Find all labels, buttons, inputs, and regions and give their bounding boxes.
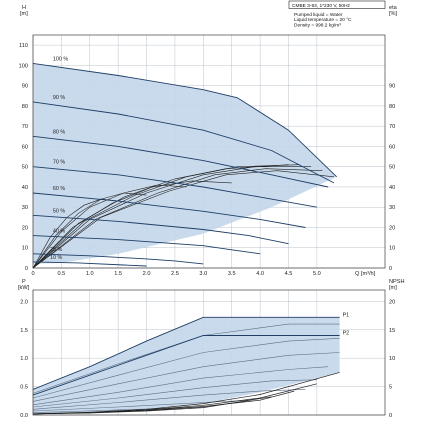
x-tick-label: 4.5 [285,271,293,277]
y-axis-unit: [kW] [18,285,30,291]
y-tick-label: 70 [22,124,28,130]
y2-axis-unit: [%] [389,11,398,17]
power-curve [32,399,249,412]
curve-label: 70 % [53,160,65,166]
y2-axis-title: NPSH [389,279,405,285]
x-tick-label: 3.0 [199,271,207,277]
curve-label: 40 % [53,229,65,235]
y2-tick-label: 50 [389,165,395,171]
efficiency-curve [32,180,232,269]
y-tick-label: 1.0 [20,356,28,362]
y-axis-title: P [22,279,26,285]
y2-tick-label: 40 [389,185,395,191]
y2-tick-label: 15 [389,328,395,334]
y2-tick-label: 90 [389,84,395,90]
x-tick-label: 3.5 [228,271,236,277]
y-tick-label: 0.5 [20,385,28,391]
head-curve [32,192,306,228]
head-curve [32,62,338,178]
head-curve [32,135,329,188]
y-tick-label: 60 [22,144,28,150]
y2-tick-label: 0 [389,413,392,419]
y-axis-unit: [m] [20,11,28,17]
y2-tick-label: 60 [389,144,395,150]
x-tick-label: 2.5 [171,271,179,277]
x-tick-label: 1.5 [114,271,122,277]
info-title-box [288,0,386,9]
head-curve [32,101,335,184]
y-tick-label: 40 [22,185,28,191]
efficiency-curve [32,168,323,269]
npsh-curve [32,396,272,415]
efficiency-curve [32,170,334,269]
y-tick-label: 30 [22,205,28,211]
y2-tick-label: 5 [389,385,392,391]
y-tick-label: 20 [22,225,28,231]
y-tick-label: 1.5 [20,328,28,334]
power-range-band [33,317,340,414]
power-series-curve [32,316,340,390]
curve-label: 80 % [53,129,65,135]
curve-label: 100 % [53,56,68,62]
efficiency-curve [32,166,312,269]
y2-tick-label: 20 [389,225,395,231]
y-tick-label: 50 [22,165,28,171]
y2-tick-label: 10 [389,246,395,252]
info-line: Pumped liquid = Water [294,12,343,18]
y-tick-label: 10 [22,246,28,252]
efficiency-curve [32,192,147,269]
power-curve [32,338,340,399]
y2-tick-label: 70 [389,124,395,130]
y-tick-label: 0 [25,266,28,272]
curve-label: 10 % [50,255,62,261]
power-curve [32,379,317,408]
y-tick-label: 110 [19,43,28,49]
head-curve [32,235,261,255]
head-curve [32,261,147,267]
y-tick-label: 0.0 [20,413,28,419]
curve-label: 90 % [53,95,65,101]
y-tick-label: 2.0 [20,299,28,305]
curve-label: 50 % [53,208,65,214]
y2-axis-unit: [m] [389,285,397,291]
head-curve [32,166,317,208]
head-curve [32,214,289,245]
y2-tick-label: 80 [389,104,395,110]
x-tick-label: 5.0 [313,271,321,277]
y2-tick-label: 20 [389,299,395,305]
x-axis-unit: Q [m³/h] [355,271,376,277]
power-curve [32,352,340,402]
info-title: CMBE 3-93, 1*230 V, 50Hz [292,3,351,9]
curve-label: 60 % [53,186,65,192]
x-tick-label: 0 [31,271,34,277]
x-tick-label: 2.0 [143,271,151,277]
y-tick-label: 90 [22,84,28,90]
power-series-curve [32,335,340,396]
y-tick-label: 100 [19,63,28,69]
curve-label: 25 % [50,247,62,253]
power-curve-label: P1 [343,312,350,318]
head-curve [32,253,204,265]
y2-tick-label: 0 [389,266,392,272]
plot-frame [32,289,386,416]
x-tick-label: 1.0 [86,271,94,277]
npsh-curve [32,372,340,415]
y2-tick-label: 10 [389,356,395,362]
x-tick-label: 0.5 [57,271,65,277]
info-line: Liquid temperature = 20 °C [294,17,352,23]
y2-axis-title: eta [389,5,398,11]
y2-tick-label: 30 [389,205,395,211]
info-line: Density = 998.2 kg/m³ [294,22,341,28]
power-curve-label: P2 [343,330,350,336]
y-axis-title: H [22,5,26,11]
x-tick-label: 4.0 [256,271,264,277]
plot-frame [32,34,386,269]
power-curve [32,366,329,406]
y-tick-label: 80 [22,104,28,110]
